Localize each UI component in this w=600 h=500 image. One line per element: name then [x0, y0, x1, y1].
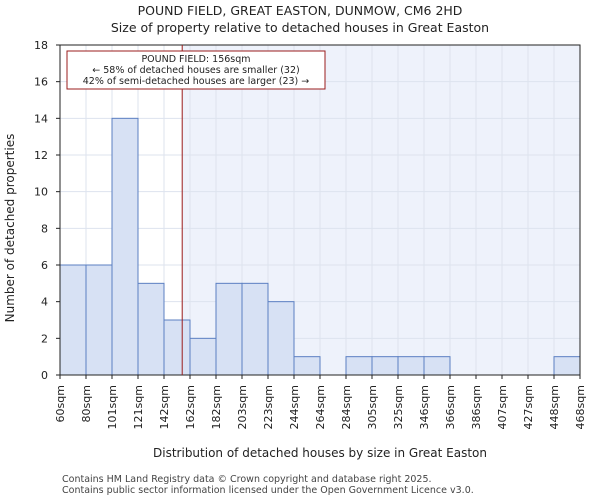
bar-305sqm	[371, 356, 399, 376]
x-tick-label: 305sqm	[366, 385, 379, 429]
x-tick-label: 346sqm	[418, 385, 431, 429]
x-tick-label: 325sqm	[392, 385, 405, 429]
x-tick-label: 244sqm	[288, 385, 301, 429]
bar-346sqm	[423, 356, 451, 376]
x-tick-label: 101sqm	[106, 385, 119, 429]
bar-162sqm	[189, 337, 217, 376]
x-tick-label: 284sqm	[340, 385, 353, 429]
bar-325sqm	[397, 356, 425, 376]
bar-448sqm	[553, 356, 581, 376]
x-tick-label: 264sqm	[314, 385, 327, 429]
x-tick-label: 80sqm	[80, 385, 93, 422]
annotation-box: POUND FIELD: 156sqm ← 58% of detached ho…	[66, 50, 326, 90]
x-tick-label: 223sqm	[262, 385, 275, 429]
x-tick-label: 142sqm	[158, 385, 171, 429]
bar-223sqm	[267, 301, 295, 376]
x-tick-label: 427sqm	[522, 385, 535, 429]
plot-frame	[59, 44, 581, 376]
y-tick-label: 10	[34, 186, 48, 199]
bar-80sqm	[85, 264, 113, 376]
y-tick-label: 2	[41, 332, 48, 345]
bar-142sqm	[163, 319, 191, 376]
x-tick-label: 182sqm	[210, 385, 223, 429]
bar-203sqm	[241, 282, 269, 376]
x-tick-label: 366sqm	[444, 385, 457, 429]
y-tick-label: 12	[34, 149, 48, 162]
footer-line-2: Contains public sector information licen…	[62, 485, 474, 496]
bar-244sqm	[293, 356, 321, 376]
x-tick-label: 203sqm	[236, 385, 249, 429]
bars-group	[59, 117, 581, 376]
y-tick-label: 18	[34, 39, 48, 52]
x-axis-ticks: 60sqm 80sqm 101sqm 121sqm 142sqm 162sqm 182sqm…	[54, 375, 587, 429]
annotation-line-2: ← 58% of detached houses are smaller (32…	[92, 65, 299, 76]
bar-60sqm	[59, 264, 87, 376]
y-tick-label: 16	[34, 76, 48, 89]
y-axis-ticks: 0 2 4 6 8 10 12 14 16 18	[34, 39, 60, 382]
x-tick-label: 60sqm	[54, 385, 67, 422]
x-tick-label: 162sqm	[184, 385, 197, 429]
bar-284sqm	[345, 356, 373, 376]
bar-121sqm	[137, 282, 165, 376]
annotation-line-3: 42% of semi-detached houses are larger (…	[83, 76, 310, 87]
y-tick-label: 8	[41, 222, 48, 235]
footer-line-1: Contains HM Land Registry data © Crown c…	[62, 474, 432, 485]
x-tick-label: 407sqm	[496, 385, 509, 429]
y-tick-label: 4	[41, 296, 48, 309]
y-tick-label: 6	[41, 259, 48, 272]
y-axis-label: Number of detached properties	[3, 134, 17, 323]
x-tick-label: 121sqm	[132, 385, 145, 429]
x-tick-label: 386sqm	[470, 385, 483, 429]
bar-182sqm	[215, 282, 243, 376]
x-tick-label: 468sqm	[574, 385, 587, 429]
annotation-line-1: POUND FIELD: 156sqm	[141, 54, 250, 65]
x-axis-label: Distribution of detached houses by size …	[153, 446, 487, 460]
chart-subtitle: Size of property relative to detached ho…	[111, 20, 489, 35]
y-tick-label: 14	[34, 112, 48, 125]
x-tick-label: 448sqm	[548, 385, 561, 429]
y-tick-label: 0	[41, 369, 48, 382]
chart-title: POUND FIELD, GREAT EASTON, DUNMOW, CM6 2…	[138, 3, 463, 18]
bar-101sqm	[111, 117, 139, 376]
